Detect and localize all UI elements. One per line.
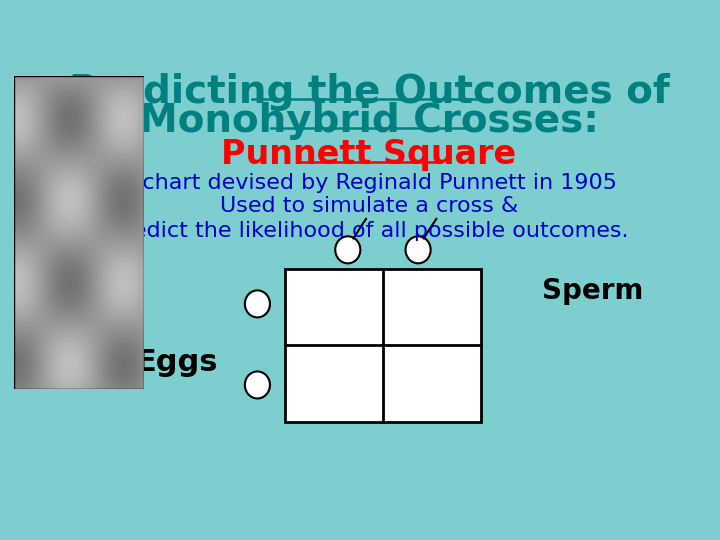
Text: Monohybrid Crosses:: Monohybrid Crosses: — [139, 102, 599, 140]
Text: Sperm: Sperm — [542, 278, 644, 306]
Ellipse shape — [245, 372, 270, 399]
Text: Punnett Square: Punnett Square — [222, 138, 516, 171]
Text: A chart devised by Reginald Punnett in 1905: A chart devised by Reginald Punnett in 1… — [120, 173, 618, 193]
Bar — [285, 268, 481, 422]
Ellipse shape — [245, 291, 270, 318]
Text: Eggs: Eggs — [135, 348, 217, 376]
Text: Used to simulate a cross &: Used to simulate a cross & — [220, 196, 518, 216]
Ellipse shape — [405, 237, 431, 264]
Text: Predicting the Outcomes of: Predicting the Outcomes of — [68, 73, 670, 111]
Ellipse shape — [336, 237, 360, 264]
Text: predict the likelihood of all possible outcomes.: predict the likelihood of all possible o… — [109, 221, 629, 241]
